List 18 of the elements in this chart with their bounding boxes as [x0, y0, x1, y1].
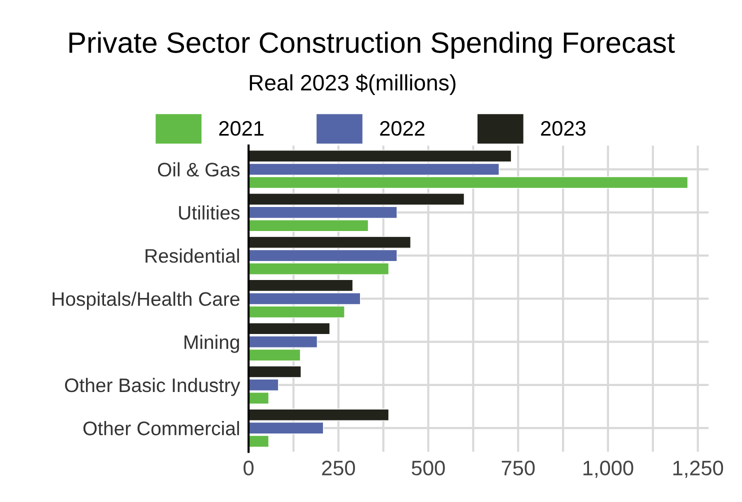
legend-label: 2021 — [219, 121, 264, 136]
chart-title: Private Sector Construction Spending Forecast — [69, 32, 675, 59]
y-tick-label: Other Basic Industry — [65, 378, 240, 396]
legend-label: 2022 — [380, 121, 424, 136]
x-tick-label: 500 — [412, 460, 445, 476]
y-tick-label: Other Commercial — [83, 421, 239, 436]
y-tick-label: Residential — [146, 248, 239, 263]
chart-subtitle: Real 2023 $(millions) — [250, 74, 456, 95]
y-tick-label: Oil & Gas — [158, 162, 240, 177]
y-tick-label: Utilities — [179, 205, 240, 220]
x-tick-label: 1,000 — [584, 460, 634, 478]
y-tick-label: Hospitals/Health Care — [52, 292, 240, 310]
x-tick-label: 0 — [244, 460, 254, 476]
x-tick-label: 750 — [502, 460, 535, 476]
x-tick-label: 1,250 — [673, 460, 724, 478]
x-tick-label: 250 — [322, 460, 355, 476]
y-tick-label: Mining — [184, 334, 239, 353]
legend-label: 2023 — [541, 121, 586, 136]
